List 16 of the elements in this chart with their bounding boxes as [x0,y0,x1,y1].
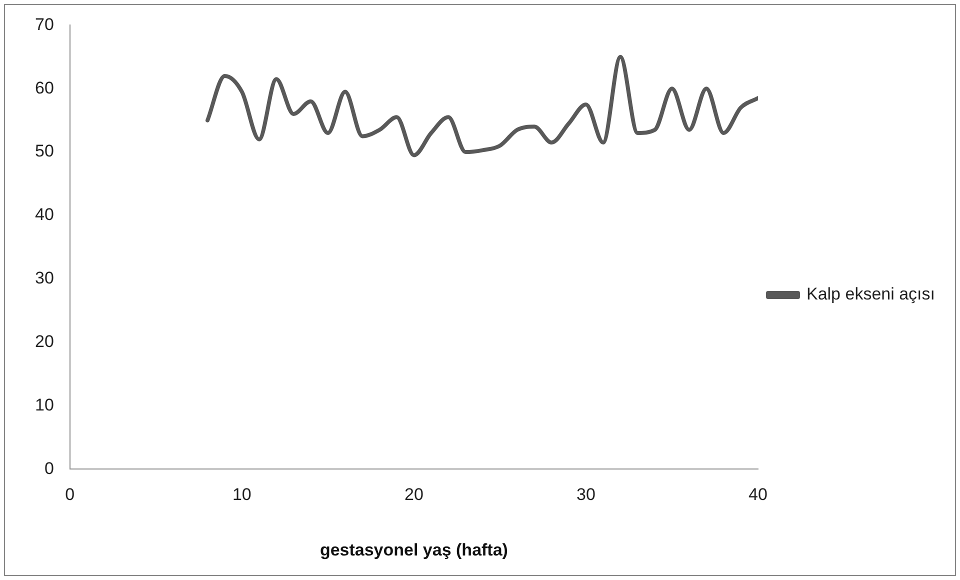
legend-label: Kalp ekseni açısı [806,284,936,304]
y-tick-label: 70 [34,14,54,34]
x-tick-label: 0 [65,485,75,504]
y-tick-label: 60 [34,78,54,98]
x-tick-label: 30 [576,485,596,504]
x-axis-title: gestasyonel yaş (hafta) [320,540,508,560]
y-tick-label: 30 [34,268,54,288]
y-tick-label: 50 [34,142,54,161]
x-tick-label: 20 [404,485,424,504]
x-tick-label: 10 [232,485,252,504]
y-tick-label: 0 [44,458,54,478]
line-series [206,54,758,158]
y-tick-label: 10 [34,395,54,414]
y-tick-label: 20 [34,332,54,352]
x-tick-label: 40 [748,485,768,504]
y-tick-label: 40 [34,205,54,224]
